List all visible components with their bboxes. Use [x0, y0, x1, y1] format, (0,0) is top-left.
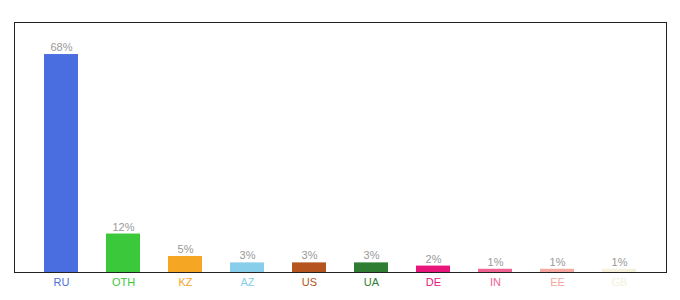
svg-text:EE: EE	[550, 276, 565, 288]
svg-text:IN: IN	[490, 276, 501, 288]
svg-text:3%: 3%	[240, 249, 256, 261]
svg-text:68%: 68%	[50, 41, 72, 53]
svg-text:DE: DE	[426, 276, 441, 288]
svg-text:3%: 3%	[302, 249, 318, 261]
svg-text:12%: 12%	[112, 221, 134, 233]
svg-text:US: US	[302, 276, 317, 288]
svg-text:GB: GB	[612, 276, 628, 288]
svg-text:RU: RU	[54, 276, 70, 288]
svg-text:5%: 5%	[178, 243, 194, 255]
svg-text:KZ: KZ	[178, 276, 192, 288]
svg-text:1%: 1%	[550, 256, 566, 268]
svg-text:OTH: OTH	[112, 276, 135, 288]
svg-text:AZ: AZ	[240, 276, 254, 288]
svg-text:UA: UA	[364, 276, 380, 288]
svg-text:3%: 3%	[364, 249, 380, 261]
svg-text:2%: 2%	[426, 253, 442, 265]
svg-text:1%: 1%	[612, 256, 628, 268]
svg-text:1%: 1%	[488, 256, 504, 268]
